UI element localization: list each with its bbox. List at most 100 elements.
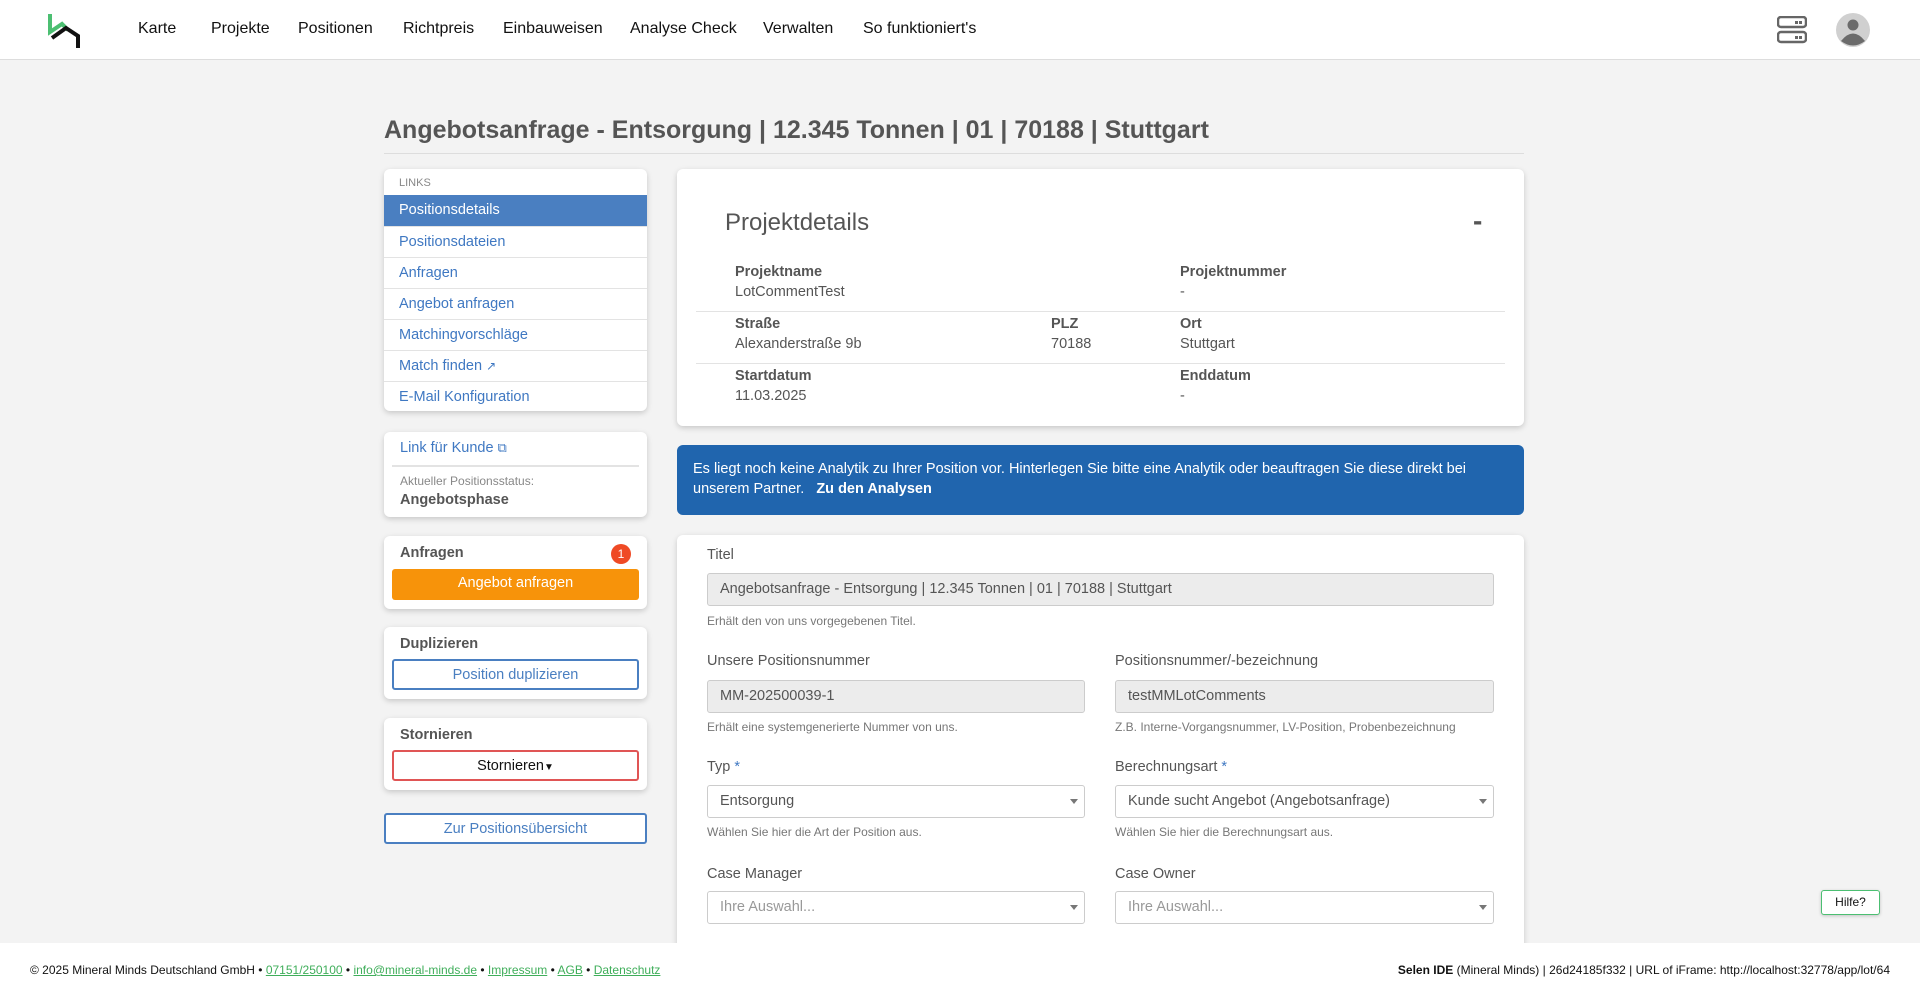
title-input[interactable]: Angebotsanfrage - Entsorgung | 12.345 To… <box>707 573 1494 606</box>
case-owner-select[interactable]: Ihre Auswahl... <box>1115 891 1494 924</box>
our-number-input[interactable]: MM-202500039-1 <box>707 680 1085 713</box>
plz: 70188 <box>1051 336 1092 352</box>
cancel-title: Stornieren <box>400 727 473 743</box>
duplicate-title: Duplizieren <box>400 636 479 652</box>
requests-badge: 1 <box>611 544 631 564</box>
server-icon[interactable] <box>1777 16 1807 44</box>
status-value: Angebotsphase <box>400 492 509 508</box>
calc-label: Berechnungsart * <box>1115 759 1227 775</box>
external-link-icon: ↗ <box>486 359 497 373</box>
links-card: LINKS Positionsdetails Positionsdateien … <box>384 169 647 411</box>
city-label: Ort <box>1180 316 1202 332</box>
separator: • <box>480 963 485 977</box>
end-date: - <box>1180 388 1185 404</box>
street-label: Straße <box>735 316 781 332</box>
duplicate-card: Duplizieren Position duplizieren <box>384 627 647 699</box>
cancel-button-label: Stornieren <box>477 758 544 774</box>
nav-karte[interactable]: Karte <box>138 20 177 37</box>
start-date-label: Startdatum <box>735 368 812 384</box>
datenschutz-link[interactable]: Datenschutz <box>593 963 661 977</box>
nav-richtpreis[interactable]: Richtpreis <box>403 20 475 37</box>
status-label: Aktueller Positionsstatus: <box>400 474 535 488</box>
customer-link-card: Link für Kunde ⧉ Aktueller Positionsstat… <box>384 432 647 517</box>
separator: • <box>345 963 351 977</box>
our-number-label: Unsere Positionsnummer <box>707 653 870 669</box>
project-number: - <box>1180 284 1185 300</box>
agb-link[interactable]: AGB <box>557 963 583 977</box>
match-finden-label: Match finden <box>399 358 483 374</box>
to-analyses-link[interactable]: Zu den Analysen <box>816 481 932 497</box>
links-header: LINKS <box>399 177 431 189</box>
user-avatar-icon[interactable] <box>1835 12 1871 48</box>
cancel-dropdown-button[interactable]: Stornieren▼ <box>392 750 639 781</box>
nav-verwalten[interactable]: Verwalten <box>763 20 834 37</box>
phone-link[interactable]: 07151/250100 <box>265 963 343 977</box>
cancel-card: Stornieren Stornieren▼ <box>384 718 647 790</box>
requests-card: Anfragen 1 Angebot anfragen <box>384 536 647 609</box>
divider <box>696 311 1505 312</box>
separator: • <box>586 963 591 977</box>
logo[interactable] <box>46 12 84 48</box>
type-label: Typ * <box>707 759 740 775</box>
requests-title: Anfragen <box>400 545 464 561</box>
sidebar-item-match-finden[interactable]: Match finden ↗ <box>384 350 647 381</box>
copy-icon: ⧉ <box>497 440 507 455</box>
impressum-link[interactable]: Impressum <box>487 963 548 977</box>
project-details-heading: Projektdetails <box>725 209 870 236</box>
required-mark: * <box>734 759 741 775</box>
nav-projekte[interactable]: Projekte <box>211 20 270 37</box>
plz-label: PLZ <box>1051 316 1079 332</box>
sidebar-item-matchingvorschlaege[interactable]: Matchingvorschläge <box>384 319 647 350</box>
calc-label-text: Berechnungsart <box>1115 759 1218 775</box>
footer-app-name: Selen IDE <box>1397 963 1454 977</box>
separator: • <box>550 963 555 977</box>
copyright: © 2025 Mineral Minds Deutschland GmbH • <box>30 963 263 977</box>
divider <box>384 153 1524 154</box>
position-overview-button[interactable]: Zur Positionsübersicht <box>384 813 647 844</box>
calc-select[interactable]: Kunde sucht Angebot (Angebotsanfrage) <box>1115 785 1494 818</box>
start-date: 11.03.2025 <box>735 388 807 404</box>
nav-so-funktionierts[interactable]: So funktioniert's <box>863 20 977 37</box>
type-select[interactable]: Entsorgung <box>707 785 1085 818</box>
project-details-card: Projektdetails - Projektname LotCommentT… <box>677 169 1524 426</box>
street: Alexanderstraße 9b <box>735 336 862 352</box>
nav-einbauweisen[interactable]: Einbauweisen <box>503 20 603 37</box>
project-name-label: Projektname <box>735 264 823 280</box>
divider <box>696 363 1505 364</box>
pos-number-input[interactable]: testMMLotComments <box>1115 680 1494 713</box>
sidebar-item-positionsdateien[interactable]: Positionsdateien <box>384 226 647 257</box>
sidebar-item-anfragen[interactable]: Anfragen <box>384 257 647 288</box>
email-link[interactable]: info@mineral-minds.de <box>353 963 478 977</box>
nav-positionen[interactable]: Positionen <box>298 20 373 37</box>
footer-right: Selen IDE (Mineral Minds) | 26d24185f332… <box>1398 963 1890 977</box>
top-navbar: Karte Projekte Positionen Richtpreis Ein… <box>0 0 1920 60</box>
customer-link[interactable]: Link für Kunde ⧉ <box>400 440 507 456</box>
help-button[interactable]: Hilfe? <box>1821 890 1880 915</box>
sidebar-item-angebot-anfragen[interactable]: Angebot anfragen <box>384 288 647 319</box>
case-owner-label: Case Owner <box>1115 866 1196 882</box>
city: Stuttgart <box>1180 336 1235 352</box>
our-number-help: Erhält eine systemgenerierte Nummer von … <box>707 720 958 734</box>
title-help: Erhält den von uns vorgegebenen Titel. <box>707 614 916 628</box>
type-help: Wählen Sie hier die Art der Position aus… <box>707 825 922 839</box>
project-name: LotCommentTest <box>735 284 845 300</box>
case-manager-label: Case Manager <box>707 866 803 882</box>
duplicate-position-button[interactable]: Position duplizieren <box>392 659 639 690</box>
position-form-card: Titel Angebotsanfrage - Entsorgung | 12.… <box>677 535 1524 955</box>
pos-number-help: Z.B. Interne-Vorgangsnummer, LV-Position… <box>1115 720 1456 734</box>
footer-left: © 2025 Mineral Minds Deutschland GmbH • … <box>30 963 660 977</box>
caret-down-icon: ▼ <box>544 762 554 773</box>
project-number-label: Projektnummer <box>1180 264 1287 280</box>
case-manager-select[interactable]: Ihre Auswahl... <box>707 891 1085 924</box>
footer-build-info: (Mineral Minds) | 26d24185f332 | URL of … <box>1456 963 1890 977</box>
footer: © 2025 Mineral Minds Deutschland GmbH • … <box>0 943 1920 994</box>
page-title: Angebotsanfrage - Entsorgung | 12.345 To… <box>384 116 1209 144</box>
analytics-alert: Es liegt noch keine Analytik zu Ihrer Po… <box>677 445 1524 515</box>
end-date-label: Enddatum <box>1180 368 1251 384</box>
title-label: Titel <box>707 547 734 563</box>
sidebar-item-email-konfiguration[interactable]: E-Mail Konfiguration <box>384 381 647 411</box>
collapse-button[interactable]: - <box>1473 205 1483 236</box>
nav-analyse-check[interactable]: Analyse Check <box>630 20 737 37</box>
request-offer-button[interactable]: Angebot anfragen <box>392 569 639 600</box>
sidebar-item-positionsdetails[interactable]: Positionsdetails <box>384 195 647 226</box>
